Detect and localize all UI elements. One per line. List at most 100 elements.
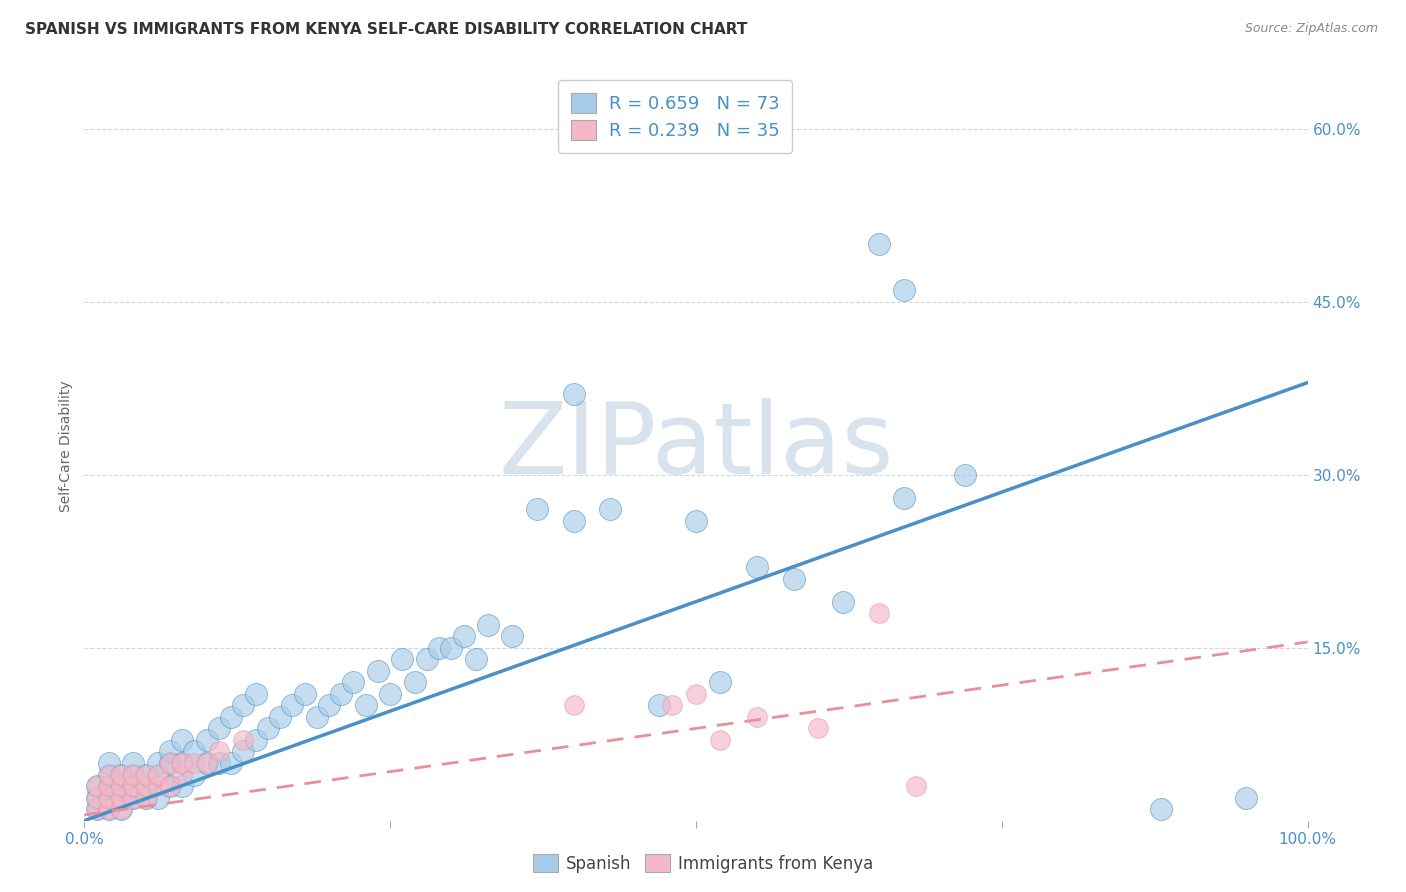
Point [146, 767, 169, 781]
Point [159, 779, 181, 793]
Point [86, 802, 108, 816]
Point [86, 779, 108, 793]
Point [245, 733, 267, 747]
Point [86, 802, 108, 816]
Point [195, 756, 218, 770]
Text: SPANISH VS IMMIGRANTS FROM KENYA SELF-CARE DISABILITY CORRELATION CHART: SPANISH VS IMMIGRANTS FROM KENYA SELF-CA… [25, 22, 748, 37]
Point [97, 802, 120, 816]
Point [342, 675, 364, 690]
Point [245, 687, 267, 701]
Point [110, 790, 132, 805]
Point [648, 698, 671, 713]
Point [122, 779, 145, 793]
Point [391, 652, 413, 666]
Point [208, 722, 231, 736]
Point [122, 767, 145, 781]
Point [172, 779, 194, 793]
Point [159, 756, 181, 770]
Point [183, 767, 205, 781]
Point [135, 790, 157, 805]
Point [183, 756, 205, 770]
Point [709, 733, 731, 747]
Point [404, 675, 426, 690]
Point [97, 779, 120, 793]
Point [183, 744, 205, 758]
Point [281, 698, 304, 713]
Point [232, 744, 254, 758]
Point [172, 756, 194, 770]
Point [86, 779, 108, 793]
Point [122, 790, 145, 805]
Point [110, 779, 132, 793]
Point [661, 698, 683, 713]
Point [477, 617, 499, 632]
Point [905, 779, 928, 793]
Point [599, 502, 621, 516]
Point [502, 629, 524, 643]
Point [159, 744, 181, 758]
Point [172, 767, 194, 781]
Point [146, 779, 169, 793]
Point [110, 802, 132, 816]
Point [427, 640, 450, 655]
Point [135, 779, 157, 793]
Point [135, 767, 157, 781]
Point [709, 675, 731, 690]
Point [122, 779, 145, 793]
Legend: R = 0.659   N = 73, R = 0.239   N = 35: R = 0.659 N = 73, R = 0.239 N = 35 [558, 80, 792, 153]
Point [305, 710, 328, 724]
Point [831, 594, 853, 608]
Point [869, 237, 891, 252]
Point [453, 629, 475, 643]
Point [172, 733, 194, 747]
Point [219, 756, 242, 770]
Point [1150, 802, 1173, 816]
Point [269, 710, 291, 724]
Point [122, 767, 145, 781]
Point [294, 687, 316, 701]
Point [97, 756, 120, 770]
Point [208, 756, 231, 770]
Point [440, 640, 463, 655]
Point [380, 687, 402, 701]
Point [135, 779, 157, 793]
Point [97, 779, 120, 793]
Legend: Spanish, Immigrants from Kenya: Spanish, Immigrants from Kenya [526, 847, 880, 880]
Point [110, 790, 132, 805]
Point [208, 744, 231, 758]
Point [97, 790, 120, 805]
Point [146, 756, 169, 770]
Point [330, 687, 353, 701]
Point [86, 790, 108, 805]
Point [354, 698, 377, 713]
Point [1236, 790, 1258, 805]
Point [97, 767, 120, 781]
Point [97, 767, 120, 781]
Point [97, 790, 120, 805]
Point [464, 652, 486, 666]
Point [685, 514, 707, 528]
Point [232, 733, 254, 747]
Point [893, 284, 915, 298]
Point [526, 502, 548, 516]
Point [110, 779, 132, 793]
Point [562, 514, 585, 528]
Point [953, 467, 976, 482]
Point [146, 767, 169, 781]
Point [807, 722, 830, 736]
Point [195, 756, 218, 770]
Point [122, 756, 145, 770]
Point [783, 572, 806, 586]
Point [110, 767, 132, 781]
Point [685, 687, 707, 701]
Point [562, 387, 585, 401]
Point [562, 698, 585, 713]
Point [135, 790, 157, 805]
Point [869, 606, 891, 620]
Point [257, 722, 280, 736]
Point [416, 652, 439, 666]
Point [172, 756, 194, 770]
Point [367, 664, 389, 678]
Y-axis label: Self-Care Disability: Self-Care Disability [59, 380, 73, 512]
Point [110, 802, 132, 816]
